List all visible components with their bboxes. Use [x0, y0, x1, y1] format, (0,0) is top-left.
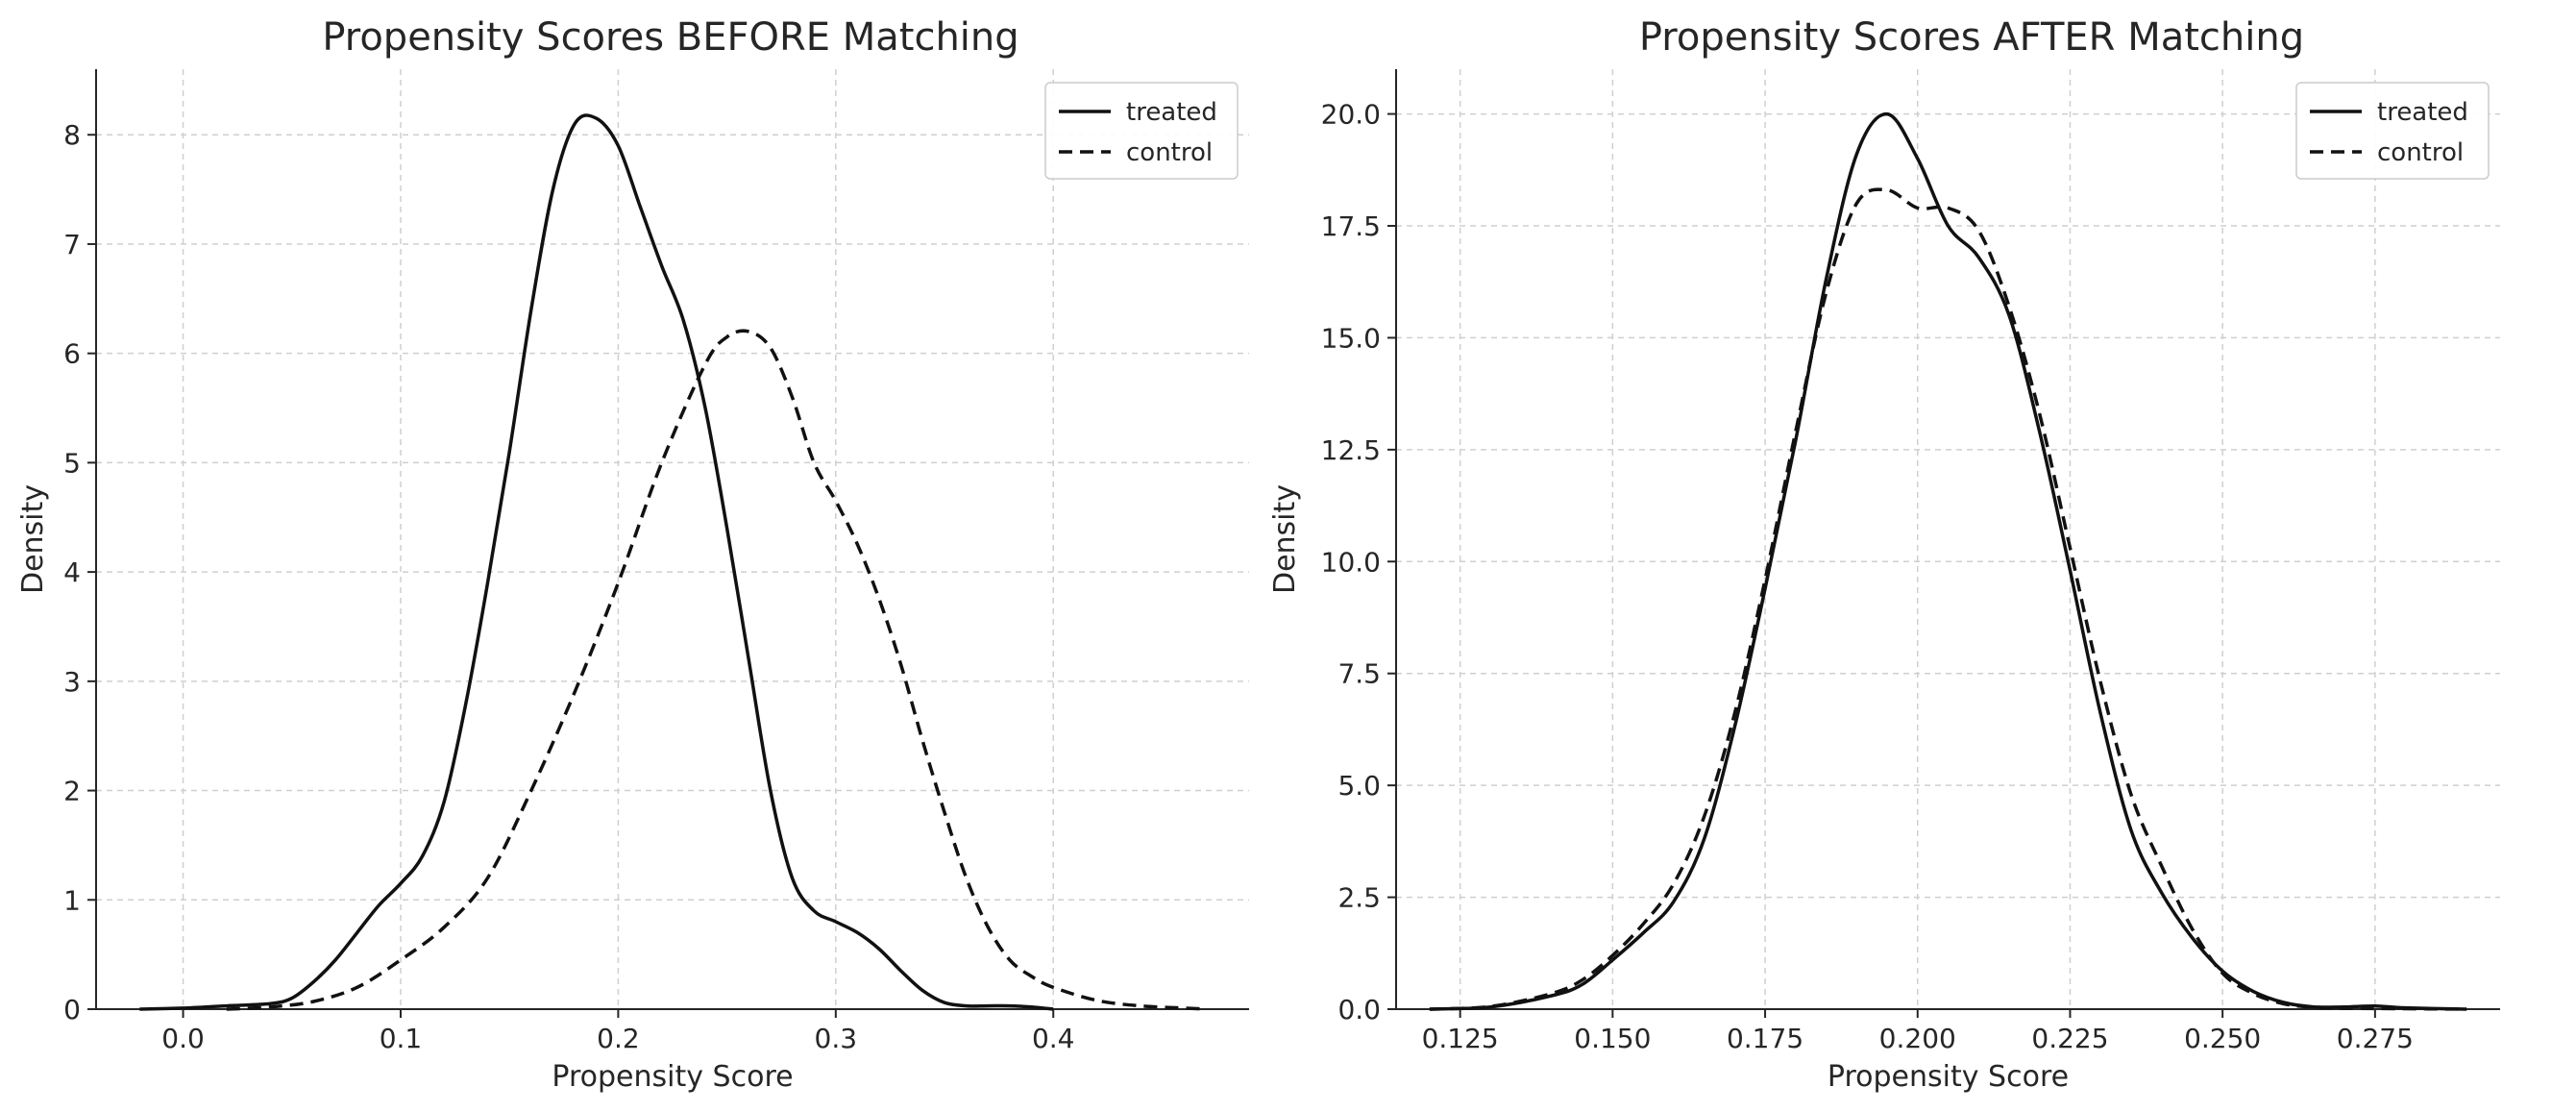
- y-tick-label: 12.5: [1321, 434, 1381, 466]
- chart-title: Propensity Scores BEFORE Matching: [322, 15, 1018, 60]
- x-tick-label: 0.225: [2031, 1023, 2108, 1054]
- legend: treated control: [1044, 82, 1239, 180]
- x-tick-label: 0.4: [1032, 1023, 1075, 1054]
- x-tick-label: 0.150: [1574, 1023, 1651, 1054]
- y-tick-label: 8: [63, 119, 81, 151]
- legend: treated control: [2295, 82, 2490, 180]
- y-tick-label: 6: [63, 338, 81, 370]
- legend-label-treated: treated: [2377, 98, 2468, 127]
- series-line-treated: [1429, 111, 2467, 1011]
- x-tick-label: 0.200: [1879, 1023, 1956, 1054]
- x-tick-label: 0.2: [597, 1023, 640, 1054]
- y-tick-label: 0.0: [1337, 994, 1381, 1026]
- y-tick-label: 2: [63, 776, 81, 807]
- legend-box: [1044, 82, 1239, 180]
- series-line-treated: [139, 113, 1054, 1011]
- y-tick-label: 17.5: [1321, 210, 1381, 242]
- legend-label-control: control: [1126, 138, 1213, 167]
- y-tick-label: 10.0: [1321, 546, 1381, 578]
- y-tick-label: 2.5: [1337, 882, 1381, 914]
- x-axis-label: Propensity Score: [552, 1060, 793, 1094]
- y-tick-label: 5.0: [1337, 770, 1381, 802]
- x-tick-label: 0.0: [161, 1023, 205, 1054]
- y-tick-label: 1: [63, 884, 81, 916]
- x-tick-label: 0.250: [2184, 1023, 2261, 1054]
- series-line-control: [226, 329, 1206, 1011]
- legend-label-treated: treated: [1126, 98, 1217, 127]
- series-line-control: [1429, 187, 2467, 1011]
- y-tick-label: 7: [63, 229, 81, 260]
- chart-title: Propensity Scores AFTER Matching: [1639, 15, 2304, 60]
- y-tick-label: 15.0: [1321, 322, 1381, 354]
- y-tick-label: 7.5: [1337, 658, 1381, 690]
- x-tick-label: 0.175: [1727, 1023, 1803, 1054]
- y-tick-label: 0: [63, 994, 81, 1026]
- x-tick-label: 0.275: [2337, 1023, 2414, 1054]
- x-tick-label: 0.3: [815, 1023, 858, 1054]
- y-tick-label: 5: [63, 447, 81, 479]
- x-axis-label: Propensity Score: [1828, 1060, 2069, 1094]
- y-tick-label: 20.0: [1321, 99, 1381, 131]
- legend-label-control: control: [2377, 138, 2464, 167]
- y-tick-label: 3: [63, 666, 81, 698]
- x-tick-label: 0.1: [380, 1023, 423, 1054]
- x-tick-label: 0.125: [1422, 1023, 1499, 1054]
- legend-box: [2295, 82, 2490, 180]
- y-tick-label: 4: [63, 556, 81, 588]
- y-axis-label: Density: [1268, 484, 1302, 594]
- y-axis-label: Density: [16, 484, 50, 594]
- after-matching-panel: 0.125 0.150 0.175 0.200 0.225 0.250 0.275 0.0 2.…: [1268, 15, 2500, 1094]
- before-matching-panel: 0.0 0.1 0.2 0.3 0.4 0 1 2 3 4 5 6 7 8 Propensity Score…: [16, 15, 1249, 1094]
